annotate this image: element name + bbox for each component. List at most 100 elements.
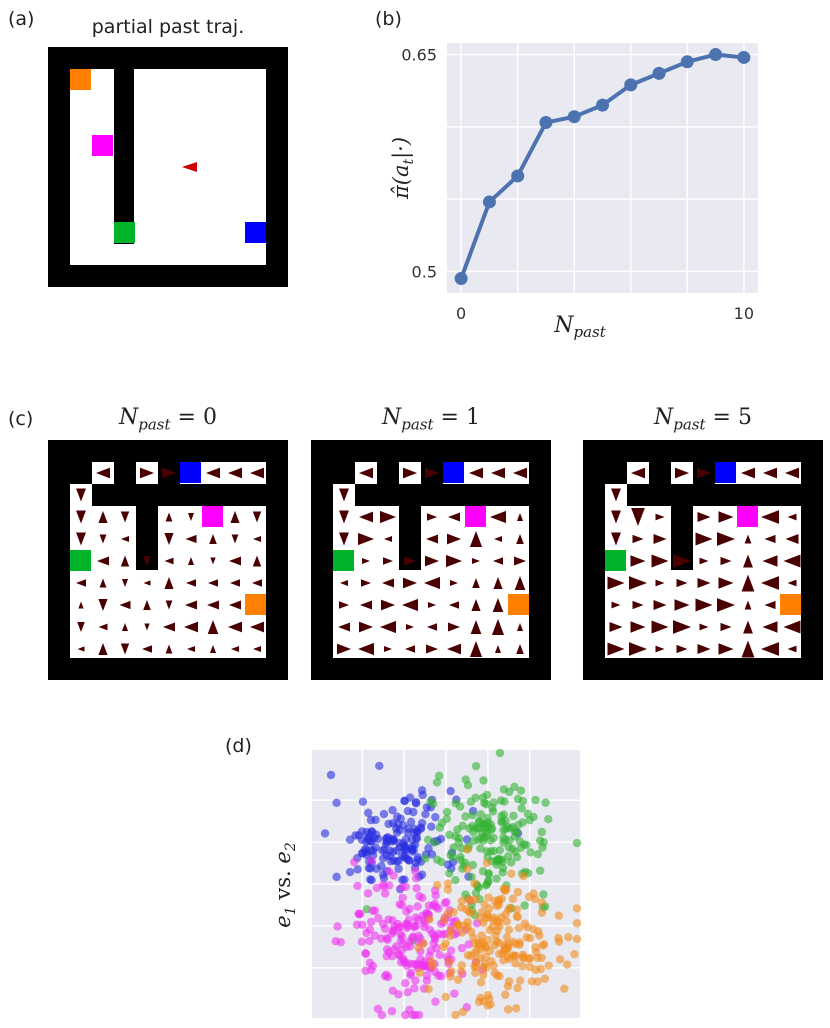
scatter-point-magenta <box>415 892 424 901</box>
scatter-point-orange <box>533 953 542 963</box>
policy-arrow <box>143 600 151 610</box>
scatter-point-green <box>495 748 505 758</box>
policy-arrow <box>98 511 108 523</box>
scatter-point-green <box>454 838 463 847</box>
scatter-point-orange <box>540 974 550 983</box>
scatter-point-blue <box>351 831 360 840</box>
scatter-point-magenta <box>365 936 374 946</box>
scatter-point-blue <box>409 807 418 817</box>
scatter-point-orange <box>533 977 542 986</box>
policy-arrow <box>673 620 691 634</box>
scatter-point-orange <box>507 869 516 878</box>
scatter-point-green <box>434 771 444 781</box>
scatter-point-green <box>426 797 435 806</box>
maze-c1 <box>311 440 551 680</box>
policy-arrow <box>338 622 350 632</box>
scatter-point-green <box>520 901 529 910</box>
goal-green <box>114 222 135 243</box>
scatter-point-magenta <box>377 1010 387 1020</box>
policy-arrow <box>230 511 240 523</box>
scatter-point-orange <box>479 918 488 928</box>
scatter-point-green <box>526 848 535 857</box>
policy-arrow <box>339 510 349 524</box>
data-point <box>737 50 751 64</box>
scatter-point-magenta <box>425 925 434 934</box>
policy-arrow <box>358 532 374 546</box>
policy-arrow <box>492 598 504 612</box>
scatter-point-blue <box>379 809 389 819</box>
scatter-point-green <box>445 830 454 840</box>
scatter-point-orange <box>528 925 538 934</box>
scatter-point-orange <box>457 961 467 970</box>
goal-orange <box>245 594 266 615</box>
scatter-point-magenta <box>410 984 419 993</box>
policy-arrow <box>76 488 86 502</box>
y-axis-label-d-vs: vs. <box>271 864 295 907</box>
scatter-point-blue <box>424 844 433 853</box>
policy-arrow <box>655 645 665 653</box>
scatter-point-orange <box>525 933 535 943</box>
policy-arrow <box>471 599 481 611</box>
policy-arrow <box>143 580 151 586</box>
scatter-point-magenta <box>383 972 393 982</box>
scatter-point-blue <box>378 846 387 855</box>
scatter-point-orange <box>477 931 486 940</box>
policy-arrow <box>516 644 524 654</box>
scatter-point-blue <box>320 829 330 838</box>
scatter-point-orange <box>519 871 528 881</box>
x-axis-label-sub: past <box>573 323 606 341</box>
scatter-point-magenta <box>450 989 459 998</box>
policy-arrow <box>697 467 711 479</box>
policy-arrow <box>187 645 195 653</box>
policy-arrow <box>253 535 261 543</box>
maze-wall <box>114 69 134 244</box>
scatter-point-green <box>572 838 582 848</box>
scatter-point-orange <box>525 962 535 972</box>
policy-arrow <box>383 557 393 565</box>
scatter-point-orange <box>481 942 491 951</box>
scatter-point-orange <box>443 879 453 888</box>
policy-arrow <box>359 467 373 479</box>
goal-blue <box>180 462 201 483</box>
panel-label-a: (a) <box>8 8 35 30</box>
policy-arrow <box>120 555 130 567</box>
policy-arrow <box>120 643 130 655</box>
y-tick-label-1: 0.65 <box>401 46 437 65</box>
scatter-point-orange <box>514 923 524 933</box>
policy-arrow <box>651 620 669 634</box>
scatter-point-green <box>499 826 508 835</box>
policy-arrow <box>162 467 176 479</box>
scatter-point-magenta <box>355 910 364 919</box>
policy-arrow <box>651 554 669 568</box>
policy-arrow <box>494 645 502 653</box>
scatter-point-orange <box>515 976 525 985</box>
scatter-point-magenta <box>374 914 383 923</box>
policy-arrow <box>761 576 779 590</box>
policy-arrow <box>494 535 502 543</box>
policy-arrow <box>514 576 526 590</box>
scatter-point-orange <box>564 933 573 942</box>
policy-arrow <box>632 600 644 610</box>
scatter-point-orange <box>492 926 502 935</box>
scatter-point-magenta <box>366 917 376 927</box>
goal-green <box>70 550 91 571</box>
data-point <box>539 115 553 129</box>
scatter-point-orange <box>441 992 450 1002</box>
scatter-point-magenta <box>361 949 371 958</box>
policy-arrow <box>697 512 711 522</box>
scatter-point-magenta <box>412 883 421 893</box>
scatter-point-blue <box>364 808 373 818</box>
scatter-point-orange <box>415 968 425 977</box>
scatter-point-orange <box>512 1004 521 1013</box>
policy-arrow <box>121 579 129 587</box>
scatter-point-magenta <box>401 979 410 988</box>
goal-orange <box>508 594 529 615</box>
y-axis-label-d: e1 vs. e2 <box>271 842 299 927</box>
scatter-point-orange <box>489 961 498 970</box>
scatter-point-magenta <box>411 976 420 985</box>
scatter-point-orange <box>419 939 428 948</box>
policy-arrow <box>207 620 219 634</box>
data-point <box>652 66 666 80</box>
policy-arrow <box>426 534 438 544</box>
policy-arrow <box>250 621 264 633</box>
